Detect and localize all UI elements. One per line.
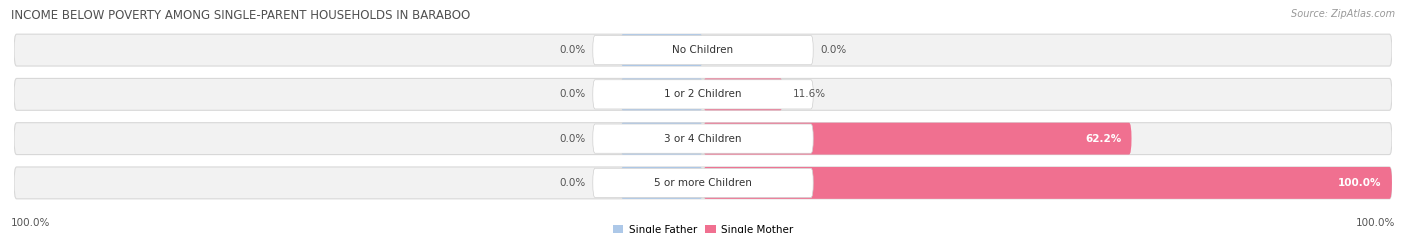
- FancyBboxPatch shape: [14, 34, 1392, 66]
- Text: 0.0%: 0.0%: [560, 89, 586, 99]
- Text: 11.6%: 11.6%: [793, 89, 827, 99]
- FancyBboxPatch shape: [14, 79, 1392, 110]
- Text: INCOME BELOW POVERTY AMONG SINGLE-PARENT HOUSEHOLDS IN BARABOO: INCOME BELOW POVERTY AMONG SINGLE-PARENT…: [11, 9, 471, 22]
- FancyBboxPatch shape: [593, 35, 813, 65]
- Text: 3 or 4 Children: 3 or 4 Children: [664, 134, 742, 144]
- Text: No Children: No Children: [672, 45, 734, 55]
- Text: 100.0%: 100.0%: [1355, 218, 1395, 228]
- Text: 62.2%: 62.2%: [1085, 134, 1121, 144]
- FancyBboxPatch shape: [593, 168, 813, 198]
- FancyBboxPatch shape: [703, 167, 1392, 199]
- FancyBboxPatch shape: [703, 79, 783, 110]
- Text: 0.0%: 0.0%: [560, 178, 586, 188]
- FancyBboxPatch shape: [14, 123, 1392, 154]
- FancyBboxPatch shape: [620, 167, 703, 199]
- FancyBboxPatch shape: [620, 34, 703, 66]
- FancyBboxPatch shape: [14, 167, 1392, 199]
- Legend: Single Father, Single Mother: Single Father, Single Mother: [609, 220, 797, 233]
- Text: 0.0%: 0.0%: [560, 45, 586, 55]
- Text: 0.0%: 0.0%: [560, 134, 586, 144]
- Text: 1 or 2 Children: 1 or 2 Children: [664, 89, 742, 99]
- Text: 100.0%: 100.0%: [1339, 178, 1382, 188]
- FancyBboxPatch shape: [703, 123, 1132, 154]
- FancyBboxPatch shape: [593, 124, 813, 153]
- Text: Source: ZipAtlas.com: Source: ZipAtlas.com: [1291, 9, 1395, 19]
- FancyBboxPatch shape: [593, 80, 813, 109]
- FancyBboxPatch shape: [620, 79, 703, 110]
- Text: 0.0%: 0.0%: [820, 45, 846, 55]
- Text: 5 or more Children: 5 or more Children: [654, 178, 752, 188]
- Text: 100.0%: 100.0%: [11, 218, 51, 228]
- FancyBboxPatch shape: [620, 123, 703, 154]
